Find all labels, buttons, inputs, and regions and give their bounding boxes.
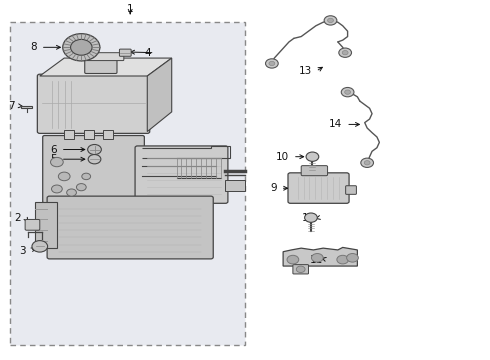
- Text: 12: 12: [302, 213, 316, 222]
- FancyBboxPatch shape: [37, 74, 150, 134]
- Circle shape: [88, 144, 101, 154]
- Circle shape: [361, 158, 373, 167]
- Circle shape: [82, 173, 91, 180]
- Circle shape: [58, 172, 70, 181]
- Circle shape: [339, 48, 351, 57]
- Text: 11: 11: [310, 255, 323, 265]
- Circle shape: [63, 34, 100, 61]
- Circle shape: [76, 184, 86, 191]
- FancyBboxPatch shape: [85, 59, 117, 73]
- FancyBboxPatch shape: [25, 220, 40, 230]
- FancyBboxPatch shape: [84, 130, 94, 139]
- FancyBboxPatch shape: [293, 265, 309, 274]
- Circle shape: [344, 90, 350, 94]
- Text: 4: 4: [144, 48, 151, 58]
- Polygon shape: [35, 202, 57, 248]
- FancyBboxPatch shape: [47, 196, 213, 259]
- Text: 3: 3: [20, 246, 26, 256]
- FancyBboxPatch shape: [135, 146, 228, 203]
- Circle shape: [269, 61, 275, 66]
- Circle shape: [50, 157, 63, 167]
- Circle shape: [266, 59, 278, 68]
- FancyBboxPatch shape: [21, 106, 32, 108]
- Circle shape: [305, 213, 318, 222]
- Polygon shape: [283, 247, 357, 266]
- Circle shape: [324, 16, 337, 25]
- Circle shape: [364, 161, 370, 165]
- FancyBboxPatch shape: [10, 22, 245, 345]
- FancyBboxPatch shape: [103, 130, 113, 139]
- Text: 13: 13: [299, 66, 312, 76]
- Polygon shape: [225, 180, 245, 191]
- Text: 10: 10: [276, 152, 289, 162]
- Circle shape: [341, 87, 354, 97]
- Polygon shape: [147, 58, 172, 132]
- Text: 2: 2: [15, 213, 21, 222]
- FancyBboxPatch shape: [345, 186, 356, 194]
- Text: 6: 6: [50, 144, 57, 154]
- Circle shape: [346, 253, 358, 262]
- Circle shape: [88, 154, 101, 164]
- Text: 5: 5: [50, 154, 57, 164]
- FancyBboxPatch shape: [85, 53, 124, 60]
- Circle shape: [337, 255, 348, 264]
- Circle shape: [32, 240, 48, 252]
- FancyBboxPatch shape: [288, 173, 349, 203]
- Circle shape: [51, 185, 62, 193]
- Text: 9: 9: [270, 183, 277, 193]
- Circle shape: [67, 189, 76, 196]
- Circle shape: [306, 152, 319, 161]
- FancyBboxPatch shape: [120, 49, 131, 56]
- Circle shape: [312, 253, 323, 262]
- Circle shape: [342, 50, 348, 55]
- Text: 8: 8: [30, 42, 37, 52]
- FancyBboxPatch shape: [301, 166, 328, 176]
- FancyBboxPatch shape: [64, 130, 74, 139]
- Text: 1: 1: [127, 4, 133, 14]
- Circle shape: [296, 266, 305, 273]
- Circle shape: [328, 18, 333, 23]
- Circle shape: [287, 255, 299, 264]
- Text: 7: 7: [8, 101, 14, 111]
- FancyBboxPatch shape: [43, 135, 145, 203]
- Polygon shape: [40, 58, 171, 76]
- Circle shape: [71, 40, 92, 55]
- Text: 14: 14: [329, 120, 342, 129]
